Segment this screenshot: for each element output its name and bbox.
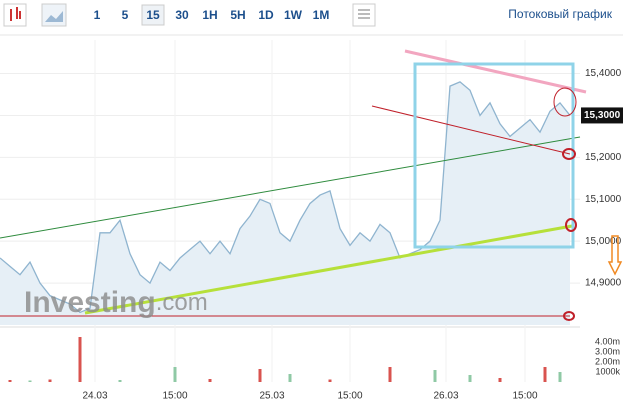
volume-bar: [48, 379, 52, 382]
highlight-box: [413, 62, 575, 249]
interval-button[interactable]: 5: [122, 8, 129, 22]
volume-bar: [468, 375, 472, 382]
circle-mark: [562, 148, 576, 160]
trend-line: [404, 49, 587, 94]
volume-tick-label: 3.00m: [595, 346, 620, 356]
price-area: [0, 81, 570, 325]
stream-link[interactable]: Потоковый график: [508, 7, 612, 21]
current-price-box: [581, 107, 623, 124]
y-tick-label: 15,0000: [585, 236, 622, 247]
y-tick-label: 14,9000: [585, 278, 622, 289]
circle-mark: [553, 87, 577, 117]
y-tick-label: 15,1000: [585, 194, 622, 205]
interval-button[interactable]: 1H: [202, 8, 217, 22]
candle-icon[interactable]: [3, 3, 27, 27]
x-tick-label: 15:00: [337, 391, 362, 402]
volume-bar: [288, 374, 292, 382]
volume-bar: [28, 380, 32, 382]
plot: 14,9000 15,0000 15,1000 15,2000 15,3000 15,40…: [0, 40, 623, 402]
volume-bar: [328, 379, 332, 382]
volume-bar: [388, 367, 392, 382]
circle-mark: [563, 311, 575, 321]
trend-line: [371, 105, 571, 155]
x-tick-label: 24.03: [82, 391, 107, 402]
volume-bar: [118, 380, 122, 382]
settings-icon[interactable]: [352, 3, 376, 27]
interval-button[interactable]: 1W: [284, 8, 303, 22]
volume-bar: [498, 378, 502, 382]
interval-button[interactable]: 5H: [230, 8, 245, 22]
interval-button[interactable]: 30: [175, 8, 189, 22]
watermark: Investing.com: [24, 286, 208, 319]
volume-bar: [173, 367, 177, 382]
toolbar: Потоковый график: [3, 3, 613, 27]
arrow: [607, 235, 623, 276]
y-tick-label: 15,4000: [585, 68, 622, 79]
volume-bar: [543, 367, 547, 382]
volume-tick-label: 2.00m: [595, 356, 620, 366]
interval-button[interactable]: 1: [94, 8, 101, 22]
volume-tick-label: 4.00m: [595, 336, 620, 346]
volume-tick-label: 1000k: [595, 366, 620, 376]
x-tick-label: 15:00: [512, 391, 537, 402]
circle-mark: [565, 218, 577, 232]
interval-button[interactable]: 1D: [258, 8, 274, 22]
current-price-label: 15,3000: [584, 110, 621, 121]
y-tick-label: 15,2000: [585, 152, 622, 163]
area-glyph: [45, 11, 63, 22]
trend-line: [0, 136, 581, 239]
volume-bar: [208, 379, 212, 382]
settings-glyph: [358, 9, 370, 19]
candle-glyph: [10, 7, 21, 21]
volume-bar: [258, 369, 262, 382]
interval-button[interactable]: 15: [146, 8, 160, 22]
interval-button[interactable]: 1M: [313, 8, 330, 22]
volume-bar: [78, 337, 82, 382]
x-tick-label: 15:00: [162, 391, 187, 402]
x-tick-label: 26.03: [433, 391, 458, 402]
volume-bar: [558, 372, 562, 382]
trend-line: [84, 224, 573, 315]
volume-bar: [8, 380, 12, 382]
x-tick-label: 25.03: [259, 391, 284, 402]
volume-bar: [433, 370, 437, 382]
price-line: [0, 81, 571, 314]
interval-active: [141, 4, 165, 26]
